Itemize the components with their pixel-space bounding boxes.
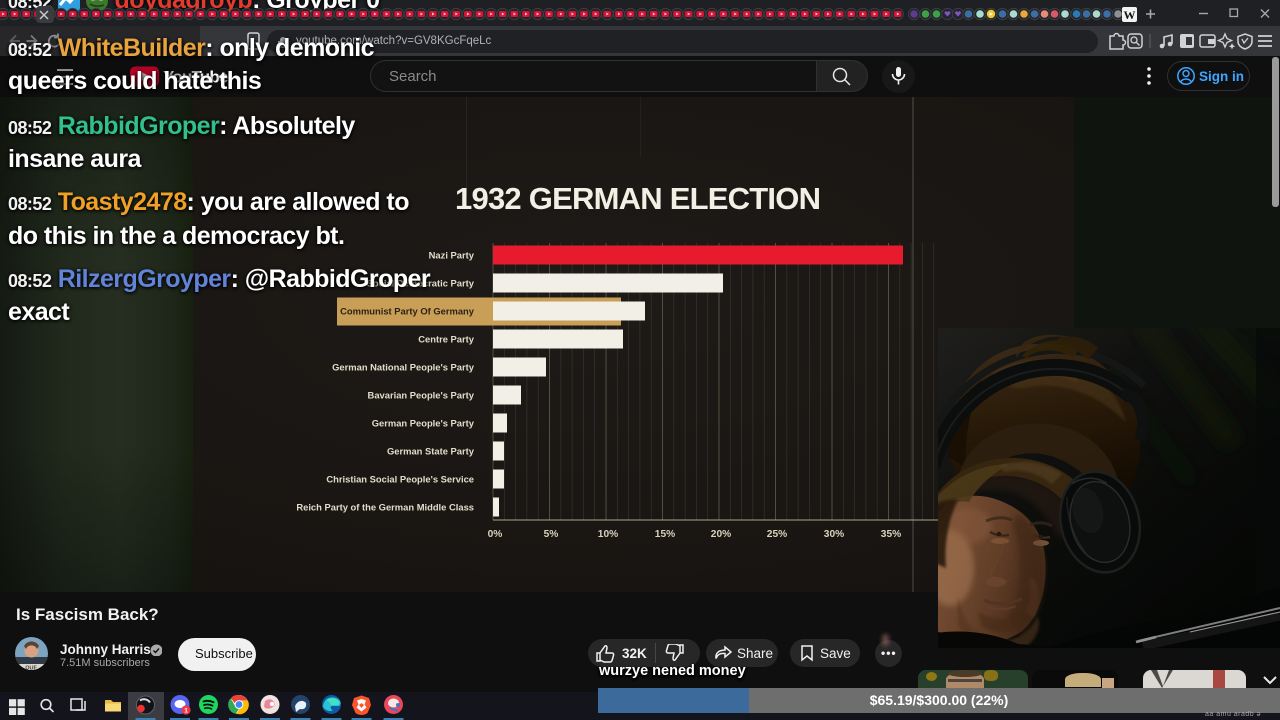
svg-text:Christian Social People's Serv: Christian Social People's Service [326, 474, 474, 485]
svg-text:Nazi Party: Nazi Party [429, 250, 475, 261]
svg-text:5%: 5% [544, 529, 559, 540]
svg-text:OUF: OUF [25, 666, 37, 671]
svg-text:15%: 15% [655, 529, 675, 540]
svg-text:0%: 0% [488, 529, 503, 540]
svg-text:10%: 10% [598, 529, 618, 540]
svg-text:German People's Party: German People's Party [372, 418, 475, 429]
svg-text:20%: 20% [711, 529, 731, 540]
svg-text:25%: 25% [767, 529, 787, 540]
svg-text:W: W [1124, 8, 1136, 22]
svg-text:Centre Party: Centre Party [418, 334, 475, 345]
svg-text:30%: 30% [824, 529, 844, 540]
svg-text:1: 1 [184, 707, 188, 714]
svg-text:YouTube: YouTube [163, 68, 228, 87]
svg-text:35%: 35% [881, 529, 901, 540]
svg-text:Communist Party Of Germany: Communist Party Of Germany [340, 306, 475, 317]
svg-text:German National People's Party: German National People's Party [332, 362, 475, 373]
svg-text:Bavarian People's Party: Bavarian People's Party [368, 390, 475, 401]
svg-text:1932 GERMAN ELECTION: 1932 GERMAN ELECTION [455, 181, 823, 216]
svg-text:Reich Party of the German Midd: Reich Party of the German Middle Class [296, 502, 474, 513]
svg-text:German State Party: German State Party [387, 446, 475, 457]
svg-text:Social Democratic Party: Social Democratic Party [367, 278, 475, 289]
